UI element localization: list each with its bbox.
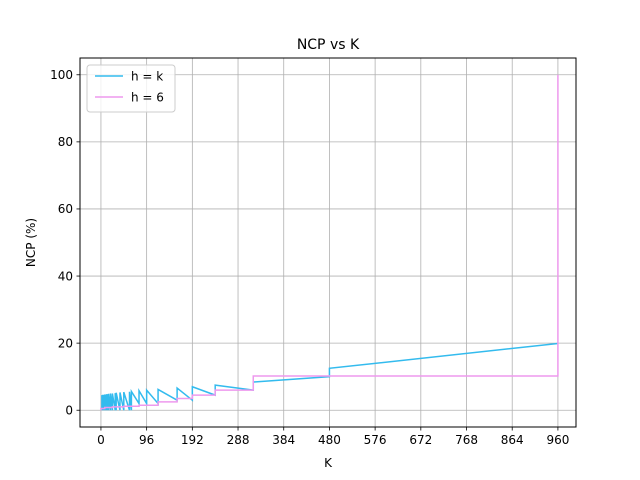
x-tick-label: 96 [139, 433, 154, 447]
y-tick-label: 80 [58, 135, 73, 149]
series-group [100, 74, 559, 411]
x-tick-label: 576 [364, 433, 387, 447]
x-axis: 0 96 192 288 384 480 576 672 768 864 960 [97, 427, 569, 447]
x-tick-label: 384 [272, 433, 295, 447]
x-tick-label: 768 [455, 433, 478, 447]
plot-frame [79, 57, 577, 428]
x-tick-label: 672 [409, 433, 432, 447]
x-tick-label: 864 [501, 433, 524, 447]
y-axis: 0 20 40 60 80 100 [50, 68, 80, 417]
legend: h = k h = 6 [86, 64, 176, 113]
x-axis-label: K [324, 456, 333, 470]
x-tick-label: 288 [227, 433, 250, 447]
series-line-h-k [101, 342, 558, 411]
y-tick-label: 100 [50, 68, 73, 82]
series-line-h-6 [100, 74, 559, 411]
legend-label-h-6: h = 6 [131, 91, 164, 105]
y-tick-label: 20 [58, 336, 73, 350]
x-tick-label: 192 [181, 433, 204, 447]
x-tick-label: 960 [546, 433, 569, 447]
y-tick-label: 40 [58, 269, 73, 283]
legend-label-h-k: h = k [131, 70, 163, 84]
x-tick-label: 480 [318, 433, 341, 447]
x-tick-label: 0 [97, 433, 105, 447]
y-tick-label: 0 [65, 403, 73, 417]
y-tick-label: 60 [58, 202, 73, 216]
y-axis-label: NCP (%) [24, 218, 38, 267]
chart-title: NCP vs K [297, 37, 360, 53]
